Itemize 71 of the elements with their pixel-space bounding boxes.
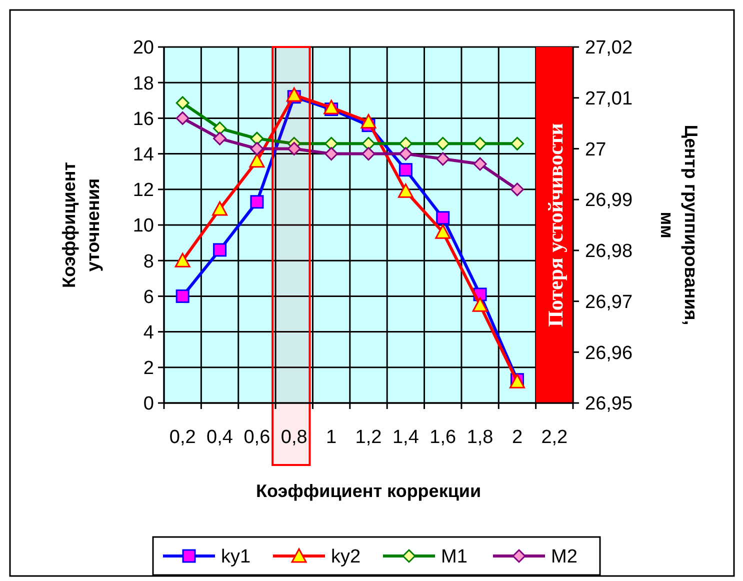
point	[472, 297, 488, 312]
y-tick-label: 12	[132, 180, 154, 202]
x-tick-label: 0,4	[206, 427, 234, 448]
point	[436, 211, 450, 225]
legend-label: ky1	[221, 546, 251, 568]
point	[510, 182, 524, 196]
y2-tick-label: 26,97	[585, 292, 633, 313]
y2-tick-label: 27,02	[585, 38, 633, 59]
x-tick-label: 1,6	[430, 427, 456, 448]
point	[250, 195, 264, 209]
point	[176, 289, 190, 303]
point	[176, 96, 190, 110]
x-tick-label: 0,6	[244, 427, 270, 448]
point	[286, 87, 302, 102]
x-tick-label: 2	[512, 427, 523, 448]
x-tick-label: 0,2	[169, 427, 196, 448]
y2-tick-label: 26,96	[585, 342, 633, 364]
y2-tick-label: 26,99	[585, 190, 633, 212]
point	[362, 136, 376, 150]
point	[324, 136, 338, 150]
point	[436, 136, 450, 150]
y-tick-label: 6	[143, 286, 154, 308]
point	[213, 132, 227, 146]
x-tick-label: 1,2	[355, 427, 382, 448]
legend-label: ky2	[331, 546, 361, 568]
point	[398, 136, 412, 150]
y-tick-label: 4	[143, 322, 154, 344]
point	[436, 152, 450, 166]
x-axis-title: Коэффициент коррекции	[256, 481, 482, 501]
x-tick-label: 1,8	[466, 427, 494, 448]
y2-axis-title: Центр группирования, мм	[657, 124, 701, 326]
point	[174, 252, 190, 268]
y-tick-label: 18	[132, 73, 154, 94]
point	[250, 132, 264, 146]
legend-label: M2	[551, 546, 578, 568]
x-tick-label: 1	[326, 427, 337, 448]
y-tick-label: 14	[132, 144, 154, 166]
point	[324, 147, 338, 161]
point	[250, 142, 264, 156]
y-tick-label: 0	[143, 394, 154, 415]
point	[176, 111, 190, 125]
y2-tick-label: 27,01	[585, 88, 633, 110]
band-label: Потеря устойчивости	[543, 123, 568, 327]
y-tick-label: 2	[143, 358, 154, 380]
x-tick-label: 2,2	[541, 427, 568, 448]
point	[398, 147, 412, 161]
point	[398, 183, 414, 198]
point	[435, 224, 451, 239]
point	[213, 122, 227, 136]
x-tick-label: 0,8	[280, 427, 308, 448]
point	[398, 163, 412, 177]
y-tick-label: 20	[132, 38, 154, 59]
point	[362, 147, 376, 161]
y2-tick-label: 27	[585, 139, 606, 160]
point	[473, 157, 487, 171]
y2-tick-label: 26,95	[585, 394, 633, 415]
point	[360, 114, 376, 129]
point	[473, 136, 487, 150]
point	[213, 243, 227, 257]
point	[324, 100, 340, 114]
x-tick-label: 1,4	[392, 427, 420, 448]
legend-label: M1	[441, 546, 468, 568]
y-tick-label: 8	[143, 251, 154, 272]
y-tick-label: 16	[132, 108, 154, 130]
point	[287, 142, 301, 156]
y-tick-label: 10	[132, 216, 154, 237]
y2-tick-label: 26,98	[585, 241, 633, 262]
point	[510, 136, 524, 150]
point	[249, 153, 265, 168]
y-axis-title: Коэффициент уточнения	[59, 162, 103, 288]
point	[212, 201, 228, 216]
